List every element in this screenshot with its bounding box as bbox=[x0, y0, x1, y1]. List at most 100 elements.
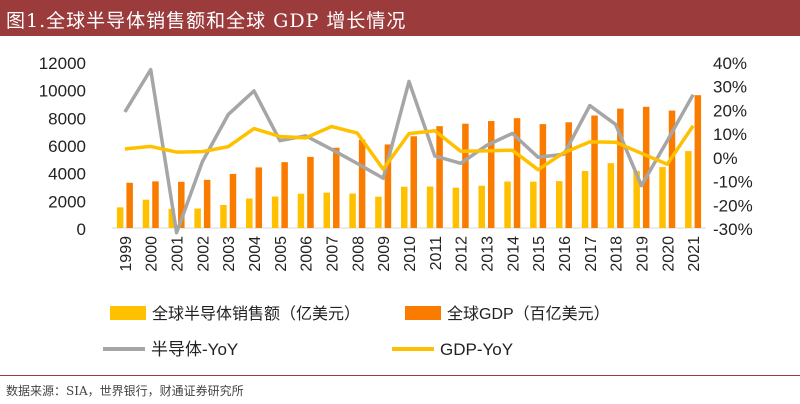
series-line bbox=[124, 124, 695, 172]
bar bbox=[178, 181, 185, 228]
page-title: 图1.全球半导体销售额和全球 GDP 增长情况 bbox=[6, 10, 407, 32]
bar bbox=[203, 179, 211, 228]
chart: 0 2000 4000 6000 8000 10000 12000 -30% -20% -10% 0… bbox=[39, 54, 753, 359]
bar bbox=[152, 181, 159, 228]
bar bbox=[116, 207, 124, 228]
legend-label: GDP-YoY bbox=[440, 340, 513, 359]
bar bbox=[685, 151, 692, 228]
y-left-tick-label: 10000 bbox=[39, 82, 86, 101]
bottom-rule bbox=[0, 375, 800, 376]
legend-label: 全球半导体销售额（亿美元） bbox=[152, 305, 360, 323]
x-tick-label: 2021 bbox=[686, 236, 703, 272]
bar bbox=[255, 167, 263, 228]
bar bbox=[668, 110, 676, 228]
x-tick-label: 2001 bbox=[170, 236, 187, 272]
x-tick-label: 2018 bbox=[609, 236, 626, 272]
bar bbox=[617, 108, 624, 228]
x-tick-label: 2005 bbox=[273, 236, 290, 272]
x-tick-label: 2013 bbox=[479, 236, 496, 272]
lines bbox=[123, 67, 695, 235]
bar bbox=[694, 95, 702, 228]
x-tick-label: 2014 bbox=[505, 236, 522, 272]
x-tick-label: 1999 bbox=[118, 236, 135, 272]
x-tick-label: 2003 bbox=[221, 236, 238, 272]
bar bbox=[642, 106, 650, 228]
bar bbox=[452, 187, 460, 228]
legend-label: 半导体-YoY bbox=[151, 340, 238, 359]
y-right-tick-label: 30% bbox=[713, 78, 747, 97]
labels: 0 2000 4000 6000 8000 10000 12000 -30% -20% -10% 0… bbox=[39, 54, 753, 272]
x-tick-label: 2002 bbox=[195, 236, 212, 272]
x-tick-label: 2006 bbox=[299, 236, 316, 272]
x-tick-label: 2017 bbox=[583, 236, 600, 272]
bar bbox=[229, 173, 237, 228]
bar bbox=[194, 208, 201, 228]
bar bbox=[271, 196, 279, 228]
x-tick-label: 2011 bbox=[428, 236, 445, 271]
bar bbox=[281, 162, 288, 228]
bar bbox=[333, 147, 340, 228]
bar bbox=[530, 181, 537, 228]
bar bbox=[220, 204, 227, 228]
bar bbox=[142, 199, 150, 228]
y-left-tick-label: 2000 bbox=[48, 192, 86, 211]
x-tick-label: 2004 bbox=[247, 236, 264, 272]
bar bbox=[581, 170, 589, 228]
bar bbox=[410, 136, 417, 228]
x-tick-label: 2012 bbox=[454, 236, 471, 272]
y-left-tick-label: 12000 bbox=[39, 54, 86, 73]
series-line bbox=[123, 67, 695, 235]
bar bbox=[591, 115, 598, 228]
y-right-tick-label: 0% bbox=[713, 149, 738, 168]
y-right-tick-label: -30% bbox=[713, 220, 753, 239]
bar bbox=[375, 196, 382, 228]
bar bbox=[401, 186, 408, 228]
bar bbox=[349, 193, 356, 228]
x-tick-label: 2010 bbox=[402, 236, 419, 272]
y-left-tick-label: 8000 bbox=[48, 109, 86, 128]
bar bbox=[633, 170, 640, 228]
bar bbox=[297, 193, 305, 228]
y-right-tick-label: 40% bbox=[713, 54, 747, 73]
bar bbox=[659, 167, 666, 228]
bar bbox=[384, 144, 392, 228]
bar bbox=[513, 118, 521, 228]
x-tick-label: 2015 bbox=[531, 236, 548, 272]
bar bbox=[323, 192, 331, 228]
y-left-tick-label: 0 bbox=[77, 220, 86, 239]
bar bbox=[246, 198, 253, 228]
bars bbox=[116, 95, 702, 228]
bar bbox=[487, 121, 495, 228]
x-tick-label: 2020 bbox=[660, 236, 677, 272]
legend-swatch bbox=[405, 306, 441, 320]
bar bbox=[462, 123, 469, 228]
bar bbox=[607, 163, 615, 228]
bar bbox=[504, 181, 511, 228]
bar bbox=[168, 208, 176, 228]
legend-swatch bbox=[110, 306, 146, 320]
x-tick-label: 2019 bbox=[634, 236, 651, 272]
bar bbox=[126, 182, 133, 228]
y-right-tick-label: -20% bbox=[713, 196, 753, 215]
x-tick-label: 2016 bbox=[557, 236, 574, 272]
y-left-tick-label: 4000 bbox=[48, 165, 86, 184]
legend-label: 全球GDP（百亿美元） bbox=[447, 305, 610, 323]
x-tick-label: 2008 bbox=[350, 236, 367, 272]
bar bbox=[478, 185, 485, 228]
y-right-tick-label: 20% bbox=[713, 101, 747, 120]
bar bbox=[565, 122, 572, 228]
x-tick-label: 2000 bbox=[144, 236, 161, 272]
title-bar: 图1.全球半导体销售额和全球 GDP 增长情况 bbox=[0, 0, 800, 36]
bar bbox=[436, 126, 443, 228]
bar bbox=[426, 186, 434, 228]
bar bbox=[555, 181, 563, 228]
y-right-tick-label: 10% bbox=[713, 125, 747, 144]
y-right-tick-label: -10% bbox=[713, 173, 753, 192]
bar bbox=[358, 139, 366, 228]
source-note: 数据来源：SIA，世界银行，财通证券研究所 bbox=[6, 384, 244, 398]
bar bbox=[539, 124, 547, 228]
y-left-tick-label: 6000 bbox=[48, 137, 86, 156]
legend: 全球半导体销售额（亿美元） 全球GDP（百亿美元） 半导体-YoY GDP-YoY bbox=[103, 305, 610, 359]
bar bbox=[307, 156, 314, 228]
x-tick-label: 2007 bbox=[325, 236, 342, 272]
